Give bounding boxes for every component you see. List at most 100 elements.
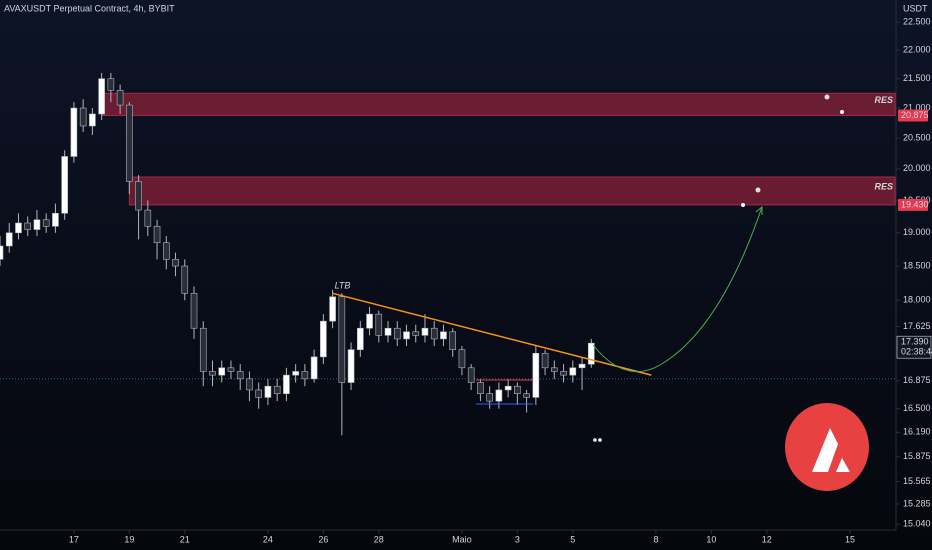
candle-body bbox=[357, 327, 364, 350]
x-tick-label: 17 bbox=[69, 534, 79, 544]
y-unit: USDT bbox=[903, 3, 928, 13]
x-tick-label: 12 bbox=[762, 534, 772, 544]
candle-body bbox=[375, 313, 383, 336]
candle-body bbox=[421, 327, 429, 336]
candle-body bbox=[126, 104, 133, 182]
x-tick-label: 10 bbox=[706, 534, 716, 544]
candle-body bbox=[24, 222, 32, 230]
candle-body bbox=[467, 367, 475, 383]
candle-body bbox=[116, 90, 124, 106]
last-price-label: 17.390 bbox=[901, 337, 929, 347]
x-tick-label: 8 bbox=[653, 534, 658, 544]
candle-body bbox=[486, 393, 493, 402]
candle-body bbox=[199, 327, 207, 372]
candle-body bbox=[430, 327, 438, 340]
y-tick-label: 20.000 bbox=[903, 163, 931, 173]
x-tick-label: 5 bbox=[570, 534, 575, 544]
candle-body bbox=[273, 385, 281, 394]
x-tick-label: 28 bbox=[374, 534, 384, 544]
candle-body bbox=[0, 245, 4, 260]
candle-body bbox=[162, 242, 170, 260]
candle-body bbox=[338, 296, 346, 383]
candle-body bbox=[587, 342, 595, 365]
candle-body bbox=[33, 219, 41, 230]
candle-body bbox=[384, 327, 392, 336]
candle-body bbox=[89, 113, 96, 127]
candle-body bbox=[42, 219, 50, 227]
candle-body bbox=[440, 331, 447, 340]
candle-body bbox=[514, 385, 521, 394]
y-tick-label: 22.000 bbox=[903, 44, 931, 54]
candle-body bbox=[61, 156, 68, 214]
y-tick-label: 21.000 bbox=[903, 102, 931, 112]
candle-body bbox=[255, 389, 262, 398]
x-tick-label: 24 bbox=[263, 534, 273, 544]
candle-body bbox=[301, 371, 309, 380]
candle-body bbox=[551, 367, 558, 372]
candle-body bbox=[209, 371, 216, 376]
candle-body bbox=[52, 212, 59, 227]
avalanche-logo bbox=[785, 403, 869, 491]
y-tick-label: 18.000 bbox=[903, 295, 931, 305]
x-tick-label: Maio bbox=[452, 534, 472, 544]
plot: 22.50022.00021.50021.00020.50020.00019.5… bbox=[0, 16, 932, 544]
candle-body bbox=[310, 356, 318, 380]
candle-body bbox=[153, 225, 161, 243]
y-tick-label: 17.625 bbox=[903, 321, 931, 331]
candle-body bbox=[15, 222, 22, 234]
y-tick-label: 22.500 bbox=[903, 16, 931, 26]
x-tick-label: 15 bbox=[845, 534, 855, 544]
candle-body bbox=[236, 371, 244, 380]
dot bbox=[598, 438, 602, 442]
candle-body bbox=[98, 78, 105, 115]
dot bbox=[593, 438, 597, 442]
candle-body bbox=[190, 293, 198, 329]
candle-body bbox=[532, 352, 540, 398]
arrow-head bbox=[755, 205, 763, 215]
candle-body bbox=[5, 232, 13, 247]
y-tick-label: 18.500 bbox=[903, 260, 931, 270]
y-tick-label: 19.000 bbox=[903, 227, 931, 237]
resistance-zone bbox=[128, 176, 896, 206]
candle-body bbox=[135, 181, 142, 211]
trendline bbox=[332, 292, 652, 376]
dot bbox=[741, 203, 745, 207]
candle-body bbox=[292, 371, 299, 376]
zone-label: RES bbox=[874, 95, 893, 105]
x-tick-label: 19 bbox=[124, 534, 134, 544]
price-tag-label: 19.430 bbox=[901, 199, 929, 209]
y-tick-label: 16.190 bbox=[903, 427, 931, 437]
candle-body bbox=[393, 327, 401, 340]
candle-body bbox=[523, 393, 530, 398]
x-tick-label: 26 bbox=[318, 534, 328, 544]
candle-body bbox=[366, 313, 373, 329]
last-price-tag bbox=[896, 335, 932, 359]
candle-body bbox=[181, 265, 189, 294]
y-tick-label: 21.500 bbox=[903, 73, 931, 83]
y-tick-label: 15.285 bbox=[903, 498, 931, 508]
candle-body bbox=[79, 107, 87, 127]
y-tick-label: 15.565 bbox=[903, 476, 931, 486]
dot bbox=[840, 110, 844, 114]
zone-label: RES bbox=[874, 181, 893, 191]
candle-body bbox=[578, 363, 586, 369]
countdown: 02:38:44 bbox=[901, 347, 932, 357]
resistance-zone bbox=[101, 92, 896, 116]
y-tick-label: 16.875 bbox=[903, 375, 931, 385]
price-tag bbox=[898, 109, 928, 122]
dot bbox=[824, 94, 830, 100]
y-tick-label: 15.875 bbox=[903, 451, 931, 461]
candle-body bbox=[504, 385, 512, 391]
candle-body bbox=[477, 382, 484, 394]
candle-body bbox=[246, 378, 253, 391]
candle-body bbox=[569, 367, 577, 376]
x-tick-label: 3 bbox=[515, 534, 520, 544]
dot bbox=[755, 187, 761, 193]
candle-body bbox=[283, 374, 290, 394]
y-tick-label: 16.500 bbox=[903, 403, 931, 413]
candle-body bbox=[347, 349, 355, 383]
candle-body bbox=[403, 331, 410, 340]
candle-body bbox=[458, 349, 466, 369]
